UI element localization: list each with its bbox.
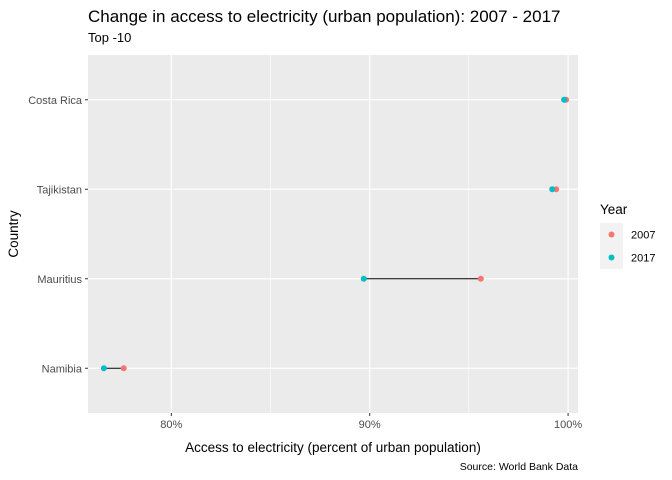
minor-gridlines	[270, 55, 470, 413]
legend-marker-2017	[608, 254, 615, 261]
y-tick-label: Costa Rica	[28, 95, 83, 107]
y-tick-label: Mauritius	[37, 274, 82, 286]
x-tick-label: 90%	[359, 419, 381, 431]
chart-subtitle: Top -10	[88, 30, 131, 45]
y-tick-label: Namibia	[42, 363, 83, 375]
data-point-2017	[360, 275, 367, 282]
y-axis: Costa Rica Tajikistan Mauritius Namibia	[28, 95, 88, 375]
chart-title: Change in access to electricity (urban p…	[88, 7, 561, 26]
data-point-2007	[477, 275, 484, 282]
legend: Year 2007 2017	[600, 202, 655, 269]
x-tick-label: 100%	[554, 419, 582, 431]
legend-label-2017: 2017	[631, 253, 655, 265]
legend-label-2007: 2007	[631, 230, 655, 242]
chart-caption: Source: World Bank Data	[460, 461, 578, 473]
data-points	[100, 96, 570, 372]
x-axis-title: Access to electricity (percent of urban …	[185, 440, 481, 455]
plot-panel	[88, 55, 578, 413]
major-gridlines	[88, 55, 578, 413]
data-point-2017	[549, 186, 556, 193]
legend-title: Year	[600, 202, 628, 217]
y-axis-title: Country	[6, 210, 21, 258]
data-point-2017	[561, 96, 568, 103]
data-point-2007	[120, 365, 127, 372]
x-tick-label: 80%	[160, 419, 182, 431]
y-tick-label: Tajikistan	[37, 184, 82, 196]
legend-marker-2007	[608, 231, 615, 238]
x-axis: 80% 90% 100%	[160, 413, 582, 431]
data-point-2017	[100, 365, 107, 372]
